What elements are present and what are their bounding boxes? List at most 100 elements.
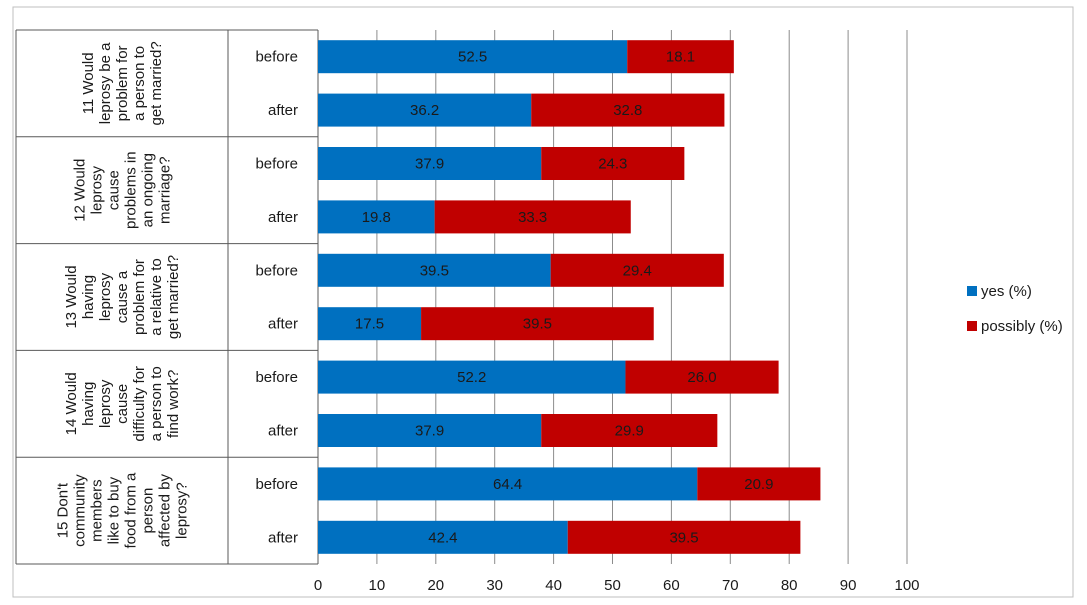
legend-swatch [967,321,977,331]
bar-possibly [541,414,718,447]
data-label: 26.0 [687,369,716,386]
data-label: 19.8 [362,209,391,226]
question-label-line: food from a [123,472,140,549]
question-label-line: get married? [148,41,165,125]
question-label-line: cause a [114,270,131,323]
question-label-line: having [80,275,97,319]
bar-possibly [567,520,801,554]
data-label: 39.5 [523,316,552,333]
data-label: 20.9 [744,476,773,493]
question-label-line: a relative to [148,258,165,336]
question-label-line: leprosy? [174,482,191,539]
question-label-line: problems in [123,151,140,229]
bar-possibly [421,307,654,341]
legend-swatch [967,286,977,296]
data-label: 17.5 [355,316,384,333]
question-label-line: person [140,488,157,534]
question-label: 14 Wouldhavingleprosycausedifficulty for… [63,366,182,442]
data-label: 42.4 [428,529,457,546]
question-label-line: 15 Don't [55,482,72,538]
question-label-line: cause [106,170,123,210]
x-tick-label: 0 [314,577,322,594]
question-label-line: affected by [157,474,174,548]
question-label-line: 13 Would [63,265,80,328]
bar-possibly [550,253,724,287]
x-tick-label: 30 [486,577,503,594]
data-label: 24.3 [598,156,627,173]
data-label: 37.9 [415,423,444,440]
data-label: 32.8 [613,102,642,119]
data-label: 18.1 [666,49,695,66]
question-label-line: an ongoing [140,153,157,227]
category-label-after: after [268,209,298,226]
data-label: 52.2 [457,369,486,386]
data-label: 64.4 [493,476,522,493]
question-label-line: 11 Would [80,52,97,114]
category-label-before: before [255,49,298,66]
data-label: 39.5 [420,262,449,279]
category-label-after: after [268,316,298,333]
bar-yes [318,360,626,394]
question-label-line: like to buy [106,476,123,544]
question-label: 15 Don'tcommunitymemberslike to buyfood … [55,472,191,549]
category-label-after: after [268,423,298,440]
bar-yes [318,200,435,234]
data-label: 39.5 [669,529,698,546]
question-label-line: a person to [131,46,148,121]
question-label-line: 12 Would [72,159,89,222]
category-label-after: after [268,102,298,119]
question-label-line: 14 Would [63,372,80,435]
x-tick-label: 100 [894,577,919,594]
question-label: 12 Wouldleprosycauseproblems inan ongoin… [72,151,174,229]
bar-possibly [541,147,685,180]
bar-yes [318,253,551,287]
category-label-before: before [255,476,298,493]
bar-possibly [697,467,821,501]
x-tick-label: 20 [427,577,444,594]
x-tick-label: 80 [781,577,798,594]
question-label-line: get married? [165,255,182,339]
question-label-line: leprosy [97,272,114,321]
data-label: 52.5 [458,49,487,66]
x-tick-label: 50 [604,577,621,594]
question-label-line: find work? [165,370,182,438]
question-label-line: marriage? [157,156,174,224]
bar-yes [318,467,698,501]
data-label: 29.4 [623,262,652,279]
question-label-line: community [72,474,89,547]
data-label: 29.9 [615,423,644,440]
bar-yes [318,40,628,74]
question-label-line: cause [114,384,131,424]
category-label-before: before [255,262,298,279]
legend-label: possibly (%) [981,318,1063,335]
question-label-line: leprosy be a [97,42,114,124]
question-label-line: members [89,479,106,542]
question-label-line: problem for [131,259,148,335]
question-label-line: a person to [148,366,165,441]
category-label-after: after [268,529,298,546]
x-tick-label: 60 [663,577,680,594]
question-label-line: leprosy [89,166,106,215]
bar-yes [318,307,422,341]
bar-possibly [434,200,631,234]
question-label: 11 Wouldleprosy be aproblem fora person … [80,41,165,125]
bar-yes [318,93,532,127]
question-label-line: having [80,382,97,426]
data-label: 37.9 [415,156,444,173]
bar-yes [318,520,568,554]
x-tick-label: 90 [840,577,857,594]
bar-possibly [625,360,779,394]
category-label-before: before [255,369,298,386]
bar-possibly [531,93,725,127]
bar-yes [318,414,542,447]
question-label-line: problem for [114,45,131,121]
bar-possibly [627,40,734,74]
question-label: 13 Wouldhavingleprosycause aproblem fora… [63,255,182,339]
bar-yes [318,147,542,180]
question-label-line: difficulty for [131,366,148,442]
x-tick-label: 70 [722,577,739,594]
legend-label: yes (%) [981,283,1032,300]
x-tick-label: 10 [369,577,386,594]
